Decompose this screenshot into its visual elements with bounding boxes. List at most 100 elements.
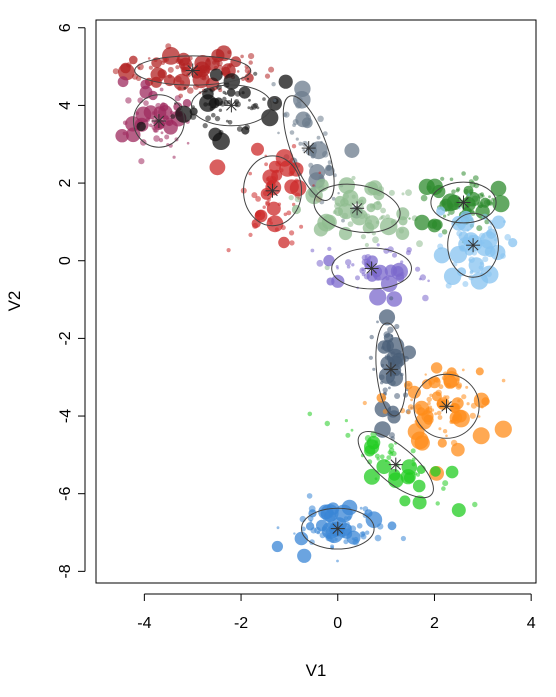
data-point bbox=[375, 220, 380, 224]
data-point bbox=[347, 221, 354, 228]
cluster-ellipse bbox=[313, 183, 401, 233]
data-point bbox=[481, 397, 490, 406]
x-axis: -4 -2 0 2 4 bbox=[137, 593, 536, 632]
cluster-ellipse bbox=[282, 95, 335, 201]
data-point bbox=[353, 536, 359, 542]
data-point bbox=[289, 130, 295, 135]
data-point bbox=[394, 323, 400, 330]
data-point bbox=[305, 113, 309, 117]
data-point bbox=[422, 294, 429, 302]
data-point bbox=[379, 374, 385, 381]
data-point bbox=[297, 548, 312, 563]
data-point bbox=[376, 320, 379, 324]
data-point bbox=[227, 50, 232, 55]
data-point bbox=[316, 135, 321, 140]
data-point bbox=[322, 131, 328, 137]
data-point bbox=[468, 257, 485, 273]
data-point bbox=[484, 246, 496, 258]
data-point bbox=[456, 230, 463, 237]
data-point bbox=[406, 410, 411, 415]
data-point bbox=[336, 559, 339, 563]
data-point bbox=[469, 269, 474, 274]
data-point bbox=[273, 98, 277, 103]
data-point bbox=[181, 66, 191, 77]
data-point bbox=[202, 69, 205, 73]
y-tick-label: 2 bbox=[57, 179, 74, 188]
data-point bbox=[300, 526, 306, 532]
data-point bbox=[429, 393, 433, 397]
data-point bbox=[427, 279, 430, 283]
cluster-center-marker bbox=[224, 98, 239, 113]
data-point bbox=[436, 402, 440, 406]
data-point bbox=[443, 395, 447, 399]
data-point bbox=[153, 135, 160, 142]
data-point bbox=[360, 199, 364, 203]
data-point bbox=[382, 387, 388, 393]
x-tick-label: -2 bbox=[234, 615, 248, 632]
cluster-ellipse bbox=[357, 431, 434, 499]
data-point bbox=[407, 385, 421, 399]
data-point bbox=[389, 296, 394, 301]
data-point bbox=[234, 99, 240, 105]
data-point bbox=[380, 207, 386, 214]
data-point bbox=[442, 429, 448, 434]
data-point bbox=[371, 204, 375, 208]
data-point bbox=[277, 202, 282, 206]
data-point bbox=[374, 534, 382, 542]
data-point bbox=[225, 119, 229, 123]
data-point bbox=[331, 274, 345, 288]
data-point bbox=[441, 229, 448, 235]
data-point bbox=[466, 402, 470, 406]
data-point bbox=[117, 76, 129, 88]
data-point bbox=[412, 479, 426, 493]
data-point bbox=[369, 288, 387, 306]
data-point bbox=[112, 68, 119, 75]
data-point bbox=[445, 465, 459, 479]
data-point bbox=[391, 450, 397, 457]
cluster-center-marker bbox=[185, 63, 200, 78]
data-point bbox=[428, 405, 433, 410]
data-point bbox=[415, 266, 421, 272]
data-point bbox=[205, 115, 212, 122]
data-point bbox=[275, 160, 282, 167]
data-point bbox=[484, 274, 487, 278]
data-point bbox=[307, 411, 313, 417]
data-point bbox=[227, 120, 233, 125]
data-point bbox=[209, 68, 223, 82]
data-point bbox=[358, 212, 366, 219]
data-point bbox=[222, 96, 227, 102]
data-point bbox=[446, 194, 462, 211]
cluster-center-marker bbox=[364, 261, 379, 276]
data-point bbox=[477, 415, 481, 418]
data-point bbox=[226, 248, 231, 253]
data-point bbox=[405, 189, 412, 197]
data-point bbox=[317, 213, 336, 232]
data-point bbox=[388, 189, 395, 196]
data-point bbox=[350, 428, 354, 432]
cluster-center-marker bbox=[301, 141, 316, 156]
data-point bbox=[227, 100, 232, 105]
data-point bbox=[120, 62, 131, 74]
data-point bbox=[341, 499, 358, 516]
data-point bbox=[308, 505, 316, 513]
data-point bbox=[322, 526, 328, 532]
data-point bbox=[218, 108, 223, 113]
data-point bbox=[410, 398, 413, 402]
data-point bbox=[219, 100, 226, 107]
data-point bbox=[449, 402, 460, 413]
data-point bbox=[302, 148, 306, 152]
data-point bbox=[307, 515, 314, 522]
data-point bbox=[163, 120, 178, 135]
data-point bbox=[351, 194, 356, 199]
data-point bbox=[491, 197, 495, 201]
data-point bbox=[483, 199, 491, 206]
data-point bbox=[468, 179, 474, 185]
data-point bbox=[139, 85, 153, 99]
data-point bbox=[343, 516, 348, 521]
data-point bbox=[443, 371, 460, 388]
y-axis-title: V2 bbox=[5, 291, 24, 312]
data-point bbox=[470, 272, 489, 290]
data-point bbox=[494, 420, 512, 438]
data-point bbox=[372, 201, 382, 211]
data-point bbox=[451, 442, 465, 457]
